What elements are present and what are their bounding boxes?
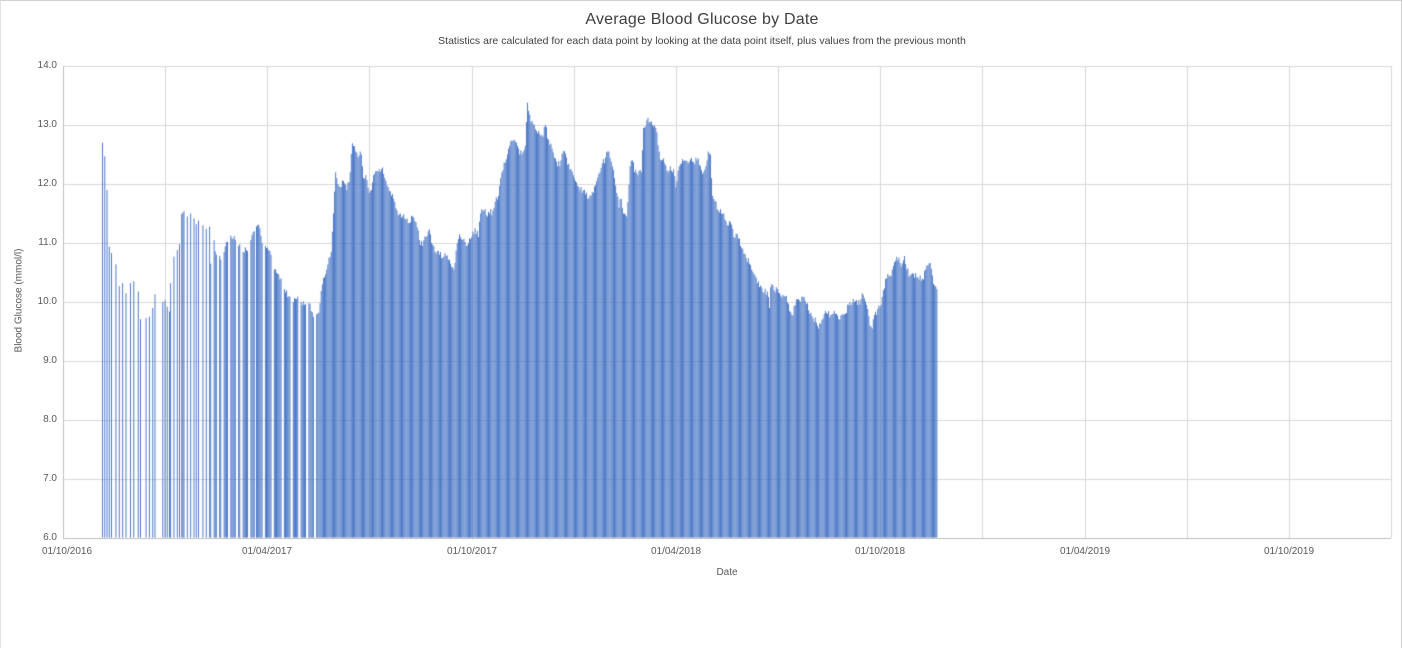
x-tick-label: 01/10/2018 bbox=[854, 546, 906, 557]
x-tick-label: 01/04/2017 bbox=[241, 546, 293, 557]
x-tick-label: 01/04/2019 bbox=[1059, 546, 1111, 557]
x-axis-title: Date bbox=[716, 567, 738, 578]
y-tick-label: 6.0 bbox=[43, 532, 57, 543]
y-tick-label: 7.0 bbox=[43, 473, 57, 484]
y-tick-label: 14.0 bbox=[37, 60, 57, 71]
y-tick-label: 11.0 bbox=[38, 237, 57, 248]
x-tick-label: 01/10/2017 bbox=[446, 546, 498, 557]
x-tick-label: 01/10/2016 bbox=[41, 546, 93, 557]
chart-subtitle: Statistics are calculated for each data … bbox=[438, 35, 966, 47]
chart-title: Average Blood Glucose by Date bbox=[585, 11, 819, 28]
y-tick-label: 13.0 bbox=[37, 119, 57, 130]
x-tick-label: 01/10/2019 bbox=[1263, 546, 1315, 557]
x-tick-label: 01/04/2018 bbox=[650, 546, 702, 557]
y-axis-title: Blood Glucose (mmol/l) bbox=[13, 248, 25, 353]
y-tick-label: 8.0 bbox=[43, 414, 57, 425]
y-tick-label: 9.0 bbox=[43, 355, 57, 366]
y-tick-label: 12.0 bbox=[37, 178, 57, 189]
y-tick-label: 10.0 bbox=[37, 296, 57, 307]
